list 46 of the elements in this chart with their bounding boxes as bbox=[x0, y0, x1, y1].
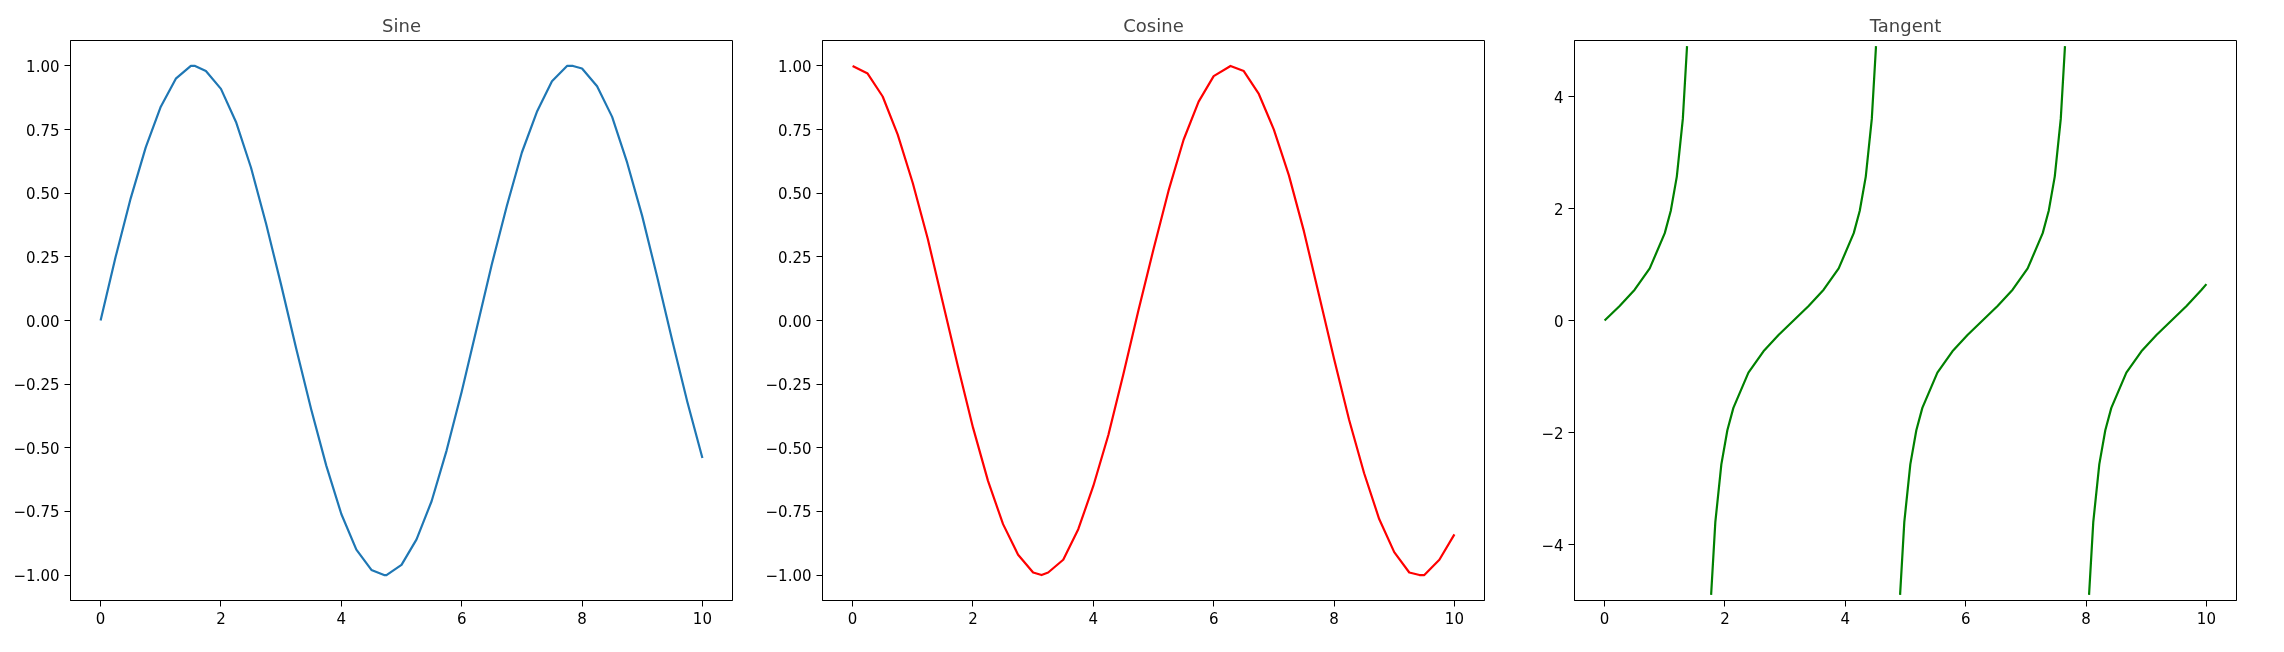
x-tick-label: 2 bbox=[216, 609, 226, 628]
y-tick-label: 0.25 bbox=[26, 248, 60, 267]
x-tick-label: 10 bbox=[692, 609, 712, 628]
x-tick-label: 0 bbox=[1599, 609, 1610, 628]
y-tick-label: 4 bbox=[1553, 88, 1564, 107]
y-tick-label: 0.00 bbox=[778, 312, 812, 331]
chart-title: Sine bbox=[382, 14, 421, 36]
y-tick-label: −2 bbox=[1541, 424, 1564, 443]
y-tick-label: 0.50 bbox=[26, 185, 60, 204]
x-tick-label: 2 bbox=[968, 609, 978, 628]
y-tick-label: 0.25 bbox=[778, 248, 812, 267]
x-tick-label: 0 bbox=[95, 609, 106, 628]
y-tick-label: 0.75 bbox=[26, 121, 60, 140]
y-tick-label: 1.00 bbox=[26, 57, 60, 76]
x-tick-label: 4 bbox=[1088, 609, 1099, 628]
y-tick-label: 0 bbox=[1553, 312, 1564, 331]
x-tick-label: 4 bbox=[336, 609, 347, 628]
y-tick-label: −0.50 bbox=[765, 439, 812, 458]
x-tick-label: 4 bbox=[1840, 609, 1851, 628]
x-tick-label: 10 bbox=[1444, 609, 1464, 628]
y-tick-label: −1.00 bbox=[13, 567, 60, 586]
x-tick-label: 10 bbox=[2196, 609, 2216, 628]
y-tick-label: −0.25 bbox=[765, 376, 812, 395]
y-tick-label: 1.00 bbox=[778, 57, 812, 76]
y-tick-label: −0.25 bbox=[13, 376, 60, 395]
y-tick-label: 0.50 bbox=[778, 185, 812, 204]
x-tick-label: 8 bbox=[2081, 609, 2091, 628]
chart-title: Cosine bbox=[1123, 14, 1184, 36]
y-tick-label: −0.75 bbox=[765, 503, 812, 522]
x-tick-label: 6 bbox=[1208, 609, 1219, 628]
y-tick-label: −4 bbox=[1541, 536, 1564, 555]
chart-title: Tangent bbox=[1868, 14, 1942, 36]
x-tick-label: 8 bbox=[577, 609, 587, 628]
y-tick-label: 2 bbox=[1553, 200, 1564, 219]
line-series bbox=[851, 64, 1456, 577]
y-tick-label: 0.00 bbox=[26, 312, 60, 331]
y-tick-label: −1.00 bbox=[765, 567, 812, 586]
x-tick-label: 0 bbox=[847, 609, 858, 628]
y-tick-label: −0.50 bbox=[13, 439, 60, 458]
x-tick-label: 8 bbox=[1329, 609, 1339, 628]
x-tick-label: 6 bbox=[1960, 609, 1971, 628]
x-tick-label: 2 bbox=[1720, 609, 1730, 628]
y-tick-label: 0.75 bbox=[778, 121, 812, 140]
y-tick-label: −0.75 bbox=[13, 503, 60, 522]
line-series bbox=[99, 64, 704, 577]
x-tick-label: 6 bbox=[456, 609, 467, 628]
